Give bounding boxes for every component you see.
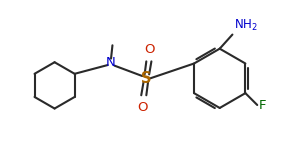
Text: NH$_2$: NH$_2$ bbox=[234, 18, 258, 33]
Text: O: O bbox=[144, 43, 155, 56]
Text: N: N bbox=[106, 56, 116, 69]
Text: S: S bbox=[141, 71, 152, 86]
Text: F: F bbox=[259, 99, 266, 112]
Text: O: O bbox=[138, 101, 148, 114]
